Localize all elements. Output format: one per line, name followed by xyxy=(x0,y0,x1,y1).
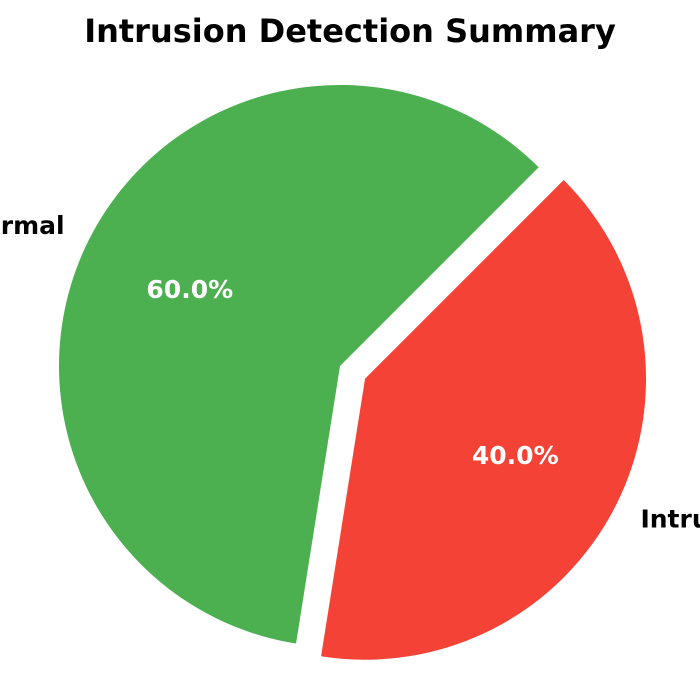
pie-pct-label-normal: 60.0% xyxy=(146,275,233,304)
pie-labels: 60.0% Normal 40.0% Intrusion xyxy=(0,211,700,533)
pie-slices xyxy=(58,84,647,660)
pie-slice-normal xyxy=(58,84,539,644)
chart-title: Intrusion Detection Summary xyxy=(84,12,616,50)
pie-slice-intrusion xyxy=(321,180,647,660)
pie-pct-label-intrusion: 40.0% xyxy=(472,441,559,470)
pie-category-label-intrusion: Intrusion xyxy=(640,505,700,534)
pie-category-label-normal: Normal xyxy=(0,211,65,240)
